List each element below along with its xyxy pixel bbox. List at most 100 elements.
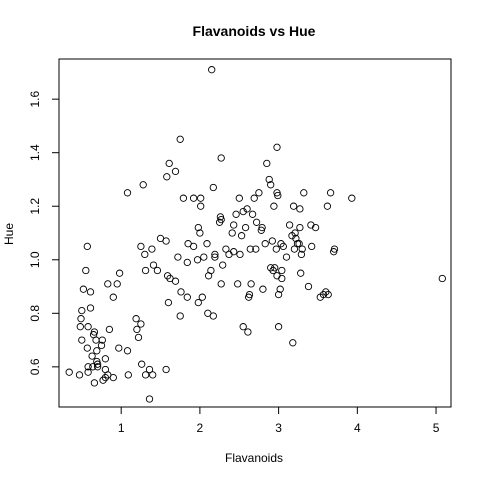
data-point [247,280,255,288]
data-point [162,365,170,374]
data-point [252,245,260,253]
y-tick-label: 1.0 [28,251,42,268]
data-point [289,339,297,347]
data-point [88,352,96,360]
data-point [241,223,250,232]
data-point [83,344,91,352]
data-point [193,256,202,264]
data-point [93,363,102,371]
data-point [145,365,154,374]
y-tick-label: 1.4 [28,144,42,161]
data-point [255,189,263,197]
y-tick-label: 1.2 [28,198,42,215]
data-point [183,258,191,267]
data-point [278,274,286,283]
data-point [79,285,88,293]
data-point [225,250,233,259]
data-point [208,66,216,74]
data-point [348,194,356,202]
data-point [228,229,236,237]
data-point [250,194,258,202]
x-tick-label: 1 [118,421,125,435]
data-point [278,266,286,275]
x-axis-label: Flavanoids [225,451,283,465]
data-point [86,304,95,312]
data-point [134,333,143,342]
chart-title: Flavanoids vs Hue [193,23,316,39]
data-point [115,269,124,277]
data-point [292,234,300,243]
data-point [217,280,225,288]
data-point [78,336,86,344]
data-point [84,323,92,331]
data-point [153,266,162,275]
data-point [163,173,171,181]
data-point [291,229,299,237]
data-point [248,210,257,218]
data-point [138,360,146,368]
data-point [217,154,225,162]
data-point [148,245,156,253]
data-point [298,245,306,253]
data-point [297,250,306,259]
data-point [76,323,84,331]
data-point [246,245,254,253]
data-point [194,298,202,307]
data-point [272,245,280,253]
data-point [99,376,107,384]
data-point [179,194,188,202]
data-point [244,328,252,336]
data-point [222,245,230,253]
data-point [267,181,275,189]
data-point [82,266,90,275]
x-axis: 1 2 3 4 5 [118,406,440,435]
data-point [276,285,284,293]
data-point [78,306,86,315]
data-point [113,280,121,288]
data-point [290,245,299,253]
data-point [189,242,198,251]
data-point [162,237,170,245]
data-point [93,347,101,355]
data-point [234,280,242,288]
data-point [123,189,132,197]
data-point [174,253,182,261]
data-point [268,237,276,245]
data-point [243,205,251,213]
data-point [289,202,298,210]
data-point [207,266,215,275]
data-point [149,371,157,379]
data-point [104,280,112,288]
data-point [230,248,238,256]
data-point [304,282,313,291]
data-point [274,323,283,331]
y-axis: 0.6 0.8 1.0 1.2 1.4 1.6 [28,90,60,375]
data-point [65,368,73,376]
data-point [273,143,281,151]
data-point [93,360,102,368]
data-point [239,323,247,331]
data-point [263,159,271,168]
data-point [75,371,84,379]
data-point [176,312,184,320]
data-point [124,371,132,379]
x-tick-label: 2 [197,421,204,435]
data-point [109,293,117,301]
data-point [198,293,206,301]
data-point [285,221,294,229]
data-point [149,261,158,269]
data-point [279,242,287,251]
x-tick-label: 5 [433,421,440,435]
data-point [141,371,150,379]
data-point [90,328,99,336]
data-point [296,223,304,232]
data-point [98,336,106,344]
data-point [265,175,273,184]
data-point [203,240,211,248]
data-point [123,347,132,355]
data-point [145,395,154,403]
data-point [296,205,304,213]
data-point [189,194,198,202]
data-point [105,325,114,334]
